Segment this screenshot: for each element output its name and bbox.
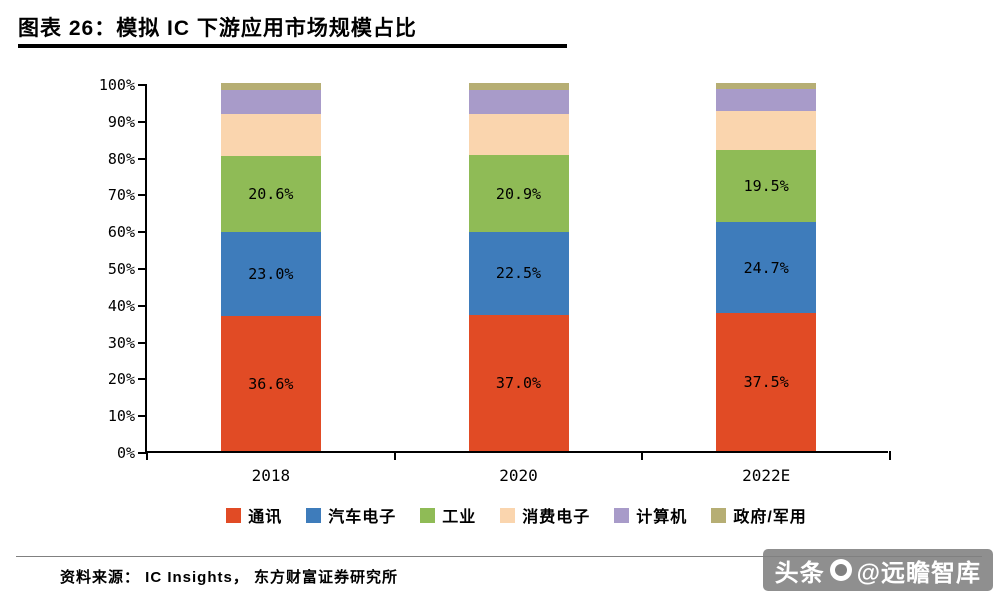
y-axis-tick-label: 60%	[107, 223, 135, 242]
legend-swatch-icon	[711, 507, 727, 523]
bar-segment-value-label: 19.5%	[743, 177, 789, 196]
x-axis-category-label: 2022E	[742, 466, 791, 485]
bar-segment-value-label: 20.6%	[248, 184, 294, 203]
bar-segment-政府/军用	[468, 83, 569, 90]
watermark-badge: 头条 @远瞻智库	[762, 549, 993, 591]
legend-item-汽车电子: 汽车电子	[306, 503, 396, 527]
x-axis-tick	[393, 451, 396, 460]
bar-segment-通讯: 37.5%	[716, 313, 817, 451]
watermark-text-left: 头条	[774, 559, 825, 587]
bar-segment-汽车电子: 23.0%	[220, 231, 321, 317]
stacked-bar-chart-plot-area: 0% 10% 20% 30% 40% 50% 60% 70% 80% 90% 100% 36.6% 23…	[99, 76, 891, 485]
watermark-logo-icon	[829, 559, 852, 581]
x-axis-tick	[146, 451, 148, 460]
legend-swatch-icon	[306, 507, 322, 523]
y-axis-tick	[138, 452, 147, 454]
bar-segment-value-label: 20.9%	[495, 184, 542, 203]
y-axis-tick-label: 80%	[107, 149, 135, 168]
legend-label: 工业	[442, 509, 477, 526]
legend-item-政府/军用: 政府/军用	[711, 503, 806, 527]
legend-swatch-icon	[420, 507, 436, 523]
watermark-text-right: @远瞻智库	[856, 559, 981, 587]
bar-segment-政府/军用	[716, 83, 817, 90]
y-axis-tick-label: 100%	[98, 76, 135, 94]
legend-label: 通讯	[248, 509, 283, 526]
bar-segment-政府/军用	[220, 83, 321, 91]
y-axis-tick-label: 10%	[107, 407, 135, 426]
y-axis-tick	[138, 194, 147, 197]
legend-item-消费电子: 消费电子	[500, 503, 590, 527]
bar-segment-工业: 20.9%	[468, 155, 569, 233]
source-note: 资料来源： IC Insights， 东方财富证券研究所	[60, 569, 399, 586]
bar-segment-消费电子	[220, 114, 321, 156]
bar-segment-工业: 20.6%	[220, 155, 321, 232]
x-axis-tick	[889, 451, 891, 460]
y-axis-tick	[138, 378, 147, 381]
legend-label: 政府/军用	[733, 509, 807, 526]
footer-divider	[16, 556, 982, 557]
y-axis-tick	[138, 231, 147, 234]
y-axis-tick	[138, 341, 147, 344]
y-axis-tick-label: 20%	[107, 370, 135, 389]
bar-segment-value-label: 24.7%	[743, 258, 789, 277]
legend-label: 消费电子	[522, 509, 591, 526]
figure-title: 图表 26：模拟 IC 下游应用市场规模占比	[18, 17, 417, 40]
bar-segment-通讯: 37.0%	[468, 314, 569, 451]
title-underline	[18, 44, 567, 48]
y-axis-tick-label: 0%	[116, 444, 135, 462]
legend-item-工业: 工业	[420, 503, 476, 527]
bar-segment-消费电子	[716, 110, 817, 151]
y-axis-tick-label: 90%	[107, 112, 135, 131]
y-axis-tick-label: 40%	[107, 296, 135, 315]
bar-segment-value-label: 36.6%	[248, 374, 294, 393]
y-axis-tick	[138, 415, 147, 418]
bar-segment-value-label: 37.5%	[743, 373, 789, 391]
y-axis-tick	[138, 157, 147, 160]
bar-segment-计算机	[716, 89, 817, 111]
bar-segment-汽车电子: 24.7%	[716, 222, 817, 313]
bar-segment-value-label: 37.0%	[495, 373, 542, 392]
y-axis-tick	[138, 120, 147, 123]
y-axis-tick-label: 70%	[107, 186, 135, 205]
bar-segment-消费电子	[468, 114, 569, 156]
y-axis-tick-label: 30%	[107, 333, 135, 352]
x-axis-category-label: 2020	[499, 466, 538, 485]
x-axis-category-label: 2018	[251, 466, 291, 485]
y-axis-tick	[138, 304, 147, 307]
legend-label: 计算机	[636, 509, 688, 526]
bar-segment-value-label: 22.5%	[495, 264, 542, 283]
bar-segment-汽车电子: 22.5%	[468, 232, 569, 315]
y-axis-tick	[138, 268, 147, 270]
bar-segment-计算机	[220, 90, 321, 115]
y-axis-tick-label: 50%	[107, 260, 135, 278]
y-axis-tick	[138, 84, 147, 86]
legend-swatch-icon	[500, 507, 516, 523]
legend-item-通讯: 通讯	[226, 503, 282, 527]
legend-item-计算机: 计算机	[614, 503, 687, 527]
x-axis-tick	[641, 451, 644, 460]
legend-swatch-icon	[614, 507, 630, 523]
legend-swatch-icon	[226, 507, 242, 523]
bar-segment-value-label: 23.0%	[248, 265, 294, 283]
bar-segment-通讯: 36.6%	[220, 316, 321, 451]
legend-label: 汽车电子	[328, 509, 397, 526]
chart-legend: 通讯 汽车电子 工业 消费电子 计算机 政府/军用	[145, 503, 888, 527]
bar-segment-工业: 19.5%	[716, 150, 817, 223]
bar-segment-计算机	[468, 89, 569, 115]
